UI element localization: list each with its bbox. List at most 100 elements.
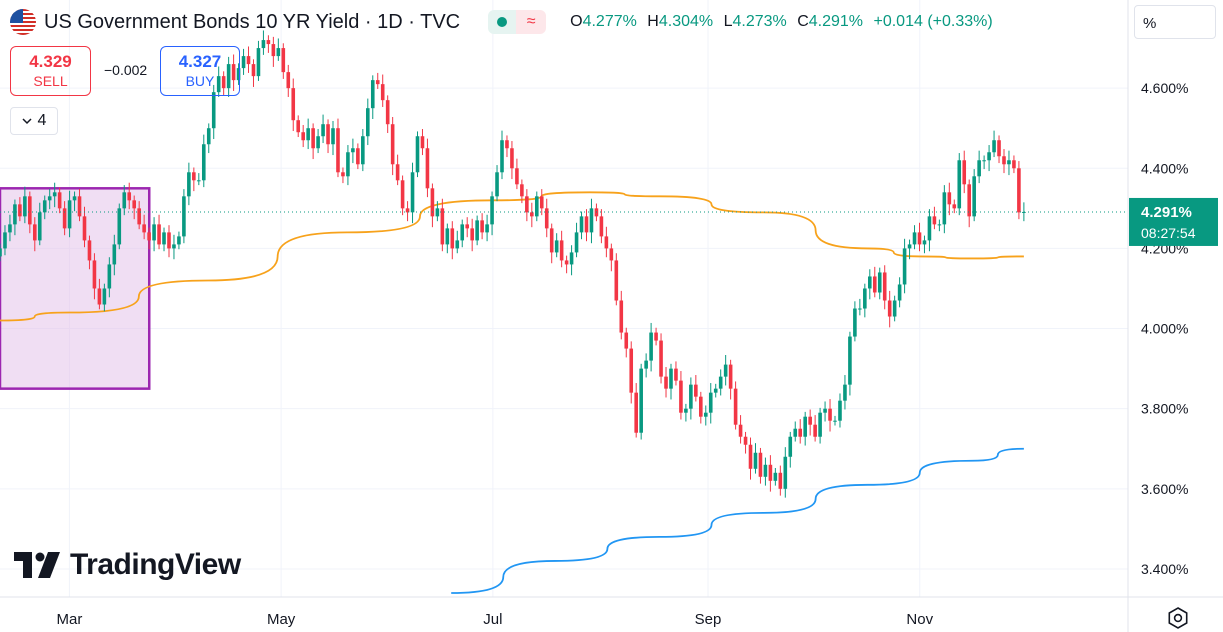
candle[interactable] <box>902 238 907 294</box>
candle[interactable] <box>420 129 425 156</box>
candle[interactable] <box>450 221 455 260</box>
candle[interactable] <box>42 195 47 220</box>
candle[interactable] <box>341 167 345 184</box>
drawings-layer[interactable] <box>0 187 151 390</box>
candle[interactable] <box>639 363 643 440</box>
candle[interactable] <box>211 84 216 140</box>
candle[interactable] <box>907 239 912 260</box>
candle[interactable] <box>375 72 380 89</box>
candle[interactable] <box>649 322 653 372</box>
candle[interactable] <box>187 162 191 206</box>
candle[interactable] <box>13 199 17 236</box>
candle[interactable] <box>346 145 350 186</box>
candle[interactable] <box>584 209 589 242</box>
candle[interactable] <box>574 222 579 258</box>
candle[interactable] <box>808 409 812 436</box>
candle[interactable] <box>380 74 385 107</box>
candle[interactable] <box>52 182 57 208</box>
candle[interactable] <box>400 175 405 216</box>
candle[interactable] <box>554 233 559 258</box>
candle[interactable] <box>604 226 609 258</box>
candle[interactable] <box>887 290 892 328</box>
candle[interactable] <box>684 403 688 422</box>
candle[interactable] <box>147 227 151 250</box>
candle[interactable] <box>102 283 107 312</box>
candle[interactable] <box>1007 150 1011 176</box>
candle[interactable] <box>748 437 753 480</box>
candle[interactable] <box>922 235 927 254</box>
candle[interactable] <box>644 353 648 378</box>
candle[interactable] <box>927 209 932 252</box>
candle[interactable] <box>942 185 947 234</box>
candle[interactable] <box>694 375 698 402</box>
candle[interactable] <box>967 179 972 228</box>
candle[interactable] <box>390 116 395 176</box>
candle[interactable] <box>957 153 962 216</box>
candle[interactable] <box>231 54 236 91</box>
candle[interactable] <box>867 269 872 300</box>
candle[interactable] <box>241 48 246 75</box>
candle[interactable] <box>276 38 281 61</box>
candle[interactable] <box>82 206 87 248</box>
candle[interactable] <box>500 130 504 180</box>
candle[interactable] <box>465 217 470 238</box>
candle[interactable] <box>659 333 663 384</box>
candle[interactable] <box>410 162 415 224</box>
candle[interactable] <box>853 301 857 342</box>
candle[interactable] <box>137 201 141 230</box>
candle[interactable] <box>813 415 817 442</box>
candle[interactable] <box>937 219 942 232</box>
candle[interactable] <box>445 223 450 254</box>
candle[interactable] <box>892 295 897 322</box>
candle[interactable] <box>549 223 554 264</box>
candle[interactable] <box>997 135 1001 164</box>
candle[interactable] <box>793 421 798 442</box>
candle[interactable] <box>1002 149 1006 174</box>
candle[interactable] <box>470 218 474 252</box>
candle[interactable] <box>738 415 743 444</box>
candle[interactable] <box>505 135 509 158</box>
candle[interactable] <box>251 59 256 87</box>
candle[interactable] <box>758 447 763 484</box>
candle[interactable] <box>361 129 365 172</box>
candle[interactable] <box>405 201 410 222</box>
candle[interactable] <box>803 411 807 446</box>
candle[interactable] <box>197 173 201 186</box>
candle[interactable] <box>515 158 519 190</box>
candle[interactable] <box>77 189 82 222</box>
candle[interactable] <box>67 190 72 238</box>
candle[interactable] <box>336 118 340 178</box>
candle[interactable] <box>992 130 996 158</box>
candle[interactable] <box>768 455 773 492</box>
candle[interactable] <box>917 222 922 252</box>
candle[interactable] <box>848 331 852 396</box>
candle[interactable] <box>947 182 952 216</box>
candle[interactable] <box>415 131 420 178</box>
candle[interactable] <box>142 214 146 240</box>
candle[interactable] <box>788 431 793 468</box>
candle[interactable] <box>1022 202 1026 222</box>
candle[interactable] <box>897 277 902 308</box>
candle[interactable] <box>62 201 67 236</box>
candle[interactable] <box>495 165 499 202</box>
candle[interactable] <box>112 234 117 276</box>
candle[interactable] <box>664 367 668 398</box>
candle[interactable] <box>311 123 315 160</box>
candle[interactable] <box>475 215 479 246</box>
candle[interactable] <box>544 198 549 238</box>
candle[interactable] <box>783 447 788 498</box>
candle[interactable] <box>296 115 301 138</box>
status-pill[interactable]: ≈ <box>488 10 547 34</box>
candle[interactable] <box>460 219 465 248</box>
candle[interactable] <box>221 71 226 95</box>
candle[interactable] <box>609 243 614 272</box>
candle[interactable] <box>723 354 728 386</box>
candle[interactable] <box>962 150 967 194</box>
candle[interactable] <box>117 203 122 250</box>
candle[interactable] <box>107 257 112 298</box>
candle[interactable] <box>480 213 484 240</box>
candle[interactable] <box>301 125 305 148</box>
candle[interactable] <box>167 225 171 258</box>
candle[interactable] <box>3 225 7 256</box>
